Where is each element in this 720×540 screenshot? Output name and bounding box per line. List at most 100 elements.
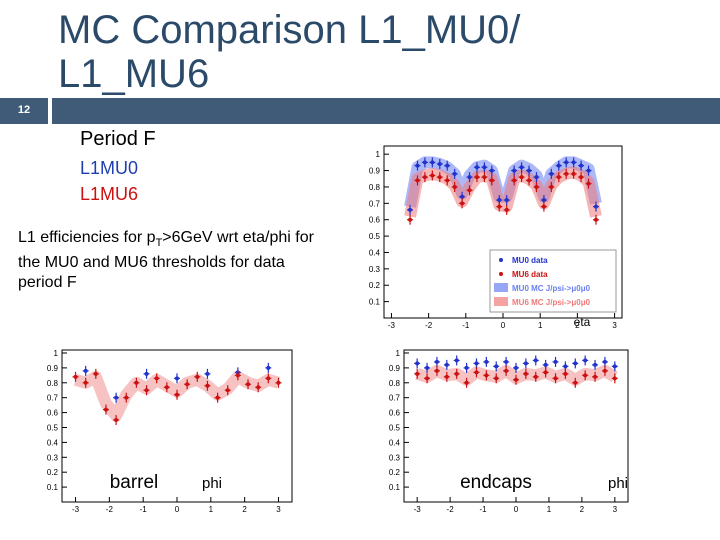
data-point bbox=[459, 191, 466, 202]
marker bbox=[593, 362, 598, 367]
data-point bbox=[503, 356, 510, 367]
data-point bbox=[407, 204, 414, 215]
data-point bbox=[533, 172, 540, 183]
data-point bbox=[414, 358, 421, 369]
x-tick-label: 1 bbox=[209, 505, 214, 514]
data-point bbox=[421, 157, 428, 168]
marker bbox=[534, 175, 539, 180]
marker bbox=[573, 380, 578, 385]
marker bbox=[494, 364, 499, 369]
marker bbox=[556, 175, 561, 180]
marker bbox=[83, 380, 88, 385]
legend-label: MU6 MC J/psi->μ0μ0 bbox=[512, 298, 591, 307]
data-point bbox=[72, 371, 79, 382]
marker bbox=[225, 388, 230, 393]
period: Period F bbox=[80, 128, 156, 150]
data-point bbox=[436, 172, 443, 183]
y-tick-label: 0.2 bbox=[389, 468, 401, 477]
x-tick-label: -3 bbox=[388, 321, 396, 330]
marker bbox=[93, 371, 98, 376]
data-point bbox=[585, 165, 592, 176]
marker bbox=[533, 374, 538, 379]
data-point bbox=[526, 165, 533, 176]
slide-number-box bbox=[0, 98, 48, 124]
x-tick-label: 1 bbox=[538, 321, 543, 330]
data-point bbox=[592, 371, 599, 382]
marker bbox=[571, 171, 576, 176]
y-tick-label: 0.6 bbox=[47, 409, 59, 418]
description: L1 efficiencies for pT>6GeV wrt eta/phi … bbox=[18, 228, 318, 293]
data-point bbox=[570, 157, 577, 168]
marker bbox=[452, 171, 457, 176]
data-point bbox=[451, 181, 458, 192]
marker bbox=[514, 365, 518, 370]
data-point bbox=[174, 389, 180, 400]
data-point bbox=[444, 160, 451, 171]
marker bbox=[593, 374, 598, 379]
marker bbox=[134, 380, 139, 385]
data-point bbox=[473, 367, 480, 378]
title-rule bbox=[52, 98, 720, 124]
data-point bbox=[611, 373, 618, 384]
data-point bbox=[102, 404, 109, 415]
marker bbox=[527, 168, 532, 173]
data-point bbox=[611, 361, 618, 372]
marker bbox=[467, 188, 472, 193]
marker bbox=[519, 175, 524, 180]
y-tick-label: 0.9 bbox=[47, 364, 59, 373]
marker bbox=[523, 371, 528, 376]
marker bbox=[103, 407, 108, 412]
data-point bbox=[453, 368, 460, 379]
legend-swatch bbox=[494, 283, 508, 292]
x-tick-label: 3 bbox=[612, 321, 617, 330]
y-tick-label: 1 bbox=[54, 349, 59, 358]
legend-marker bbox=[499, 258, 503, 262]
data-point bbox=[488, 165, 495, 176]
marker bbox=[556, 163, 561, 168]
marker bbox=[175, 392, 179, 397]
marker bbox=[612, 364, 617, 369]
y-tick-label: 0.6 bbox=[389, 409, 401, 418]
marker bbox=[484, 373, 489, 378]
data-point bbox=[421, 172, 428, 183]
marker bbox=[527, 178, 532, 183]
marker bbox=[484, 359, 489, 364]
threshold-mu0: L1MU0 bbox=[80, 158, 139, 178]
data-point bbox=[503, 204, 510, 215]
data-point bbox=[592, 214, 599, 225]
data-point bbox=[532, 355, 539, 366]
marker bbox=[474, 370, 479, 375]
description-sub: T bbox=[155, 237, 163, 250]
data-point bbox=[113, 415, 120, 426]
marker bbox=[583, 373, 588, 378]
y-tick-label: 0.4 bbox=[389, 438, 401, 447]
data-point bbox=[424, 362, 431, 373]
data-point bbox=[518, 172, 525, 183]
data-point bbox=[143, 368, 150, 379]
data-point bbox=[466, 172, 473, 183]
data-point bbox=[123, 392, 130, 403]
data-point bbox=[214, 392, 221, 403]
data-point bbox=[463, 377, 470, 388]
marker bbox=[494, 376, 499, 381]
marker bbox=[266, 365, 271, 370]
marker bbox=[543, 370, 548, 375]
y-tick-label: 0.8 bbox=[389, 379, 401, 388]
marker bbox=[415, 371, 420, 376]
marker bbox=[586, 168, 591, 173]
x-tick-label: -1 bbox=[462, 321, 470, 330]
marker bbox=[553, 359, 558, 364]
data-point bbox=[526, 175, 533, 186]
marker bbox=[519, 165, 524, 170]
y-tick-label: 0.2 bbox=[47, 468, 59, 477]
marker bbox=[444, 362, 449, 367]
y-tick-label: 1 bbox=[376, 150, 381, 159]
marker bbox=[579, 175, 584, 180]
marker bbox=[434, 359, 439, 364]
marker bbox=[408, 207, 413, 212]
data-point bbox=[92, 368, 99, 379]
y-tick-label: 1 bbox=[396, 349, 401, 358]
marker bbox=[235, 373, 240, 378]
data-point bbox=[224, 385, 231, 396]
